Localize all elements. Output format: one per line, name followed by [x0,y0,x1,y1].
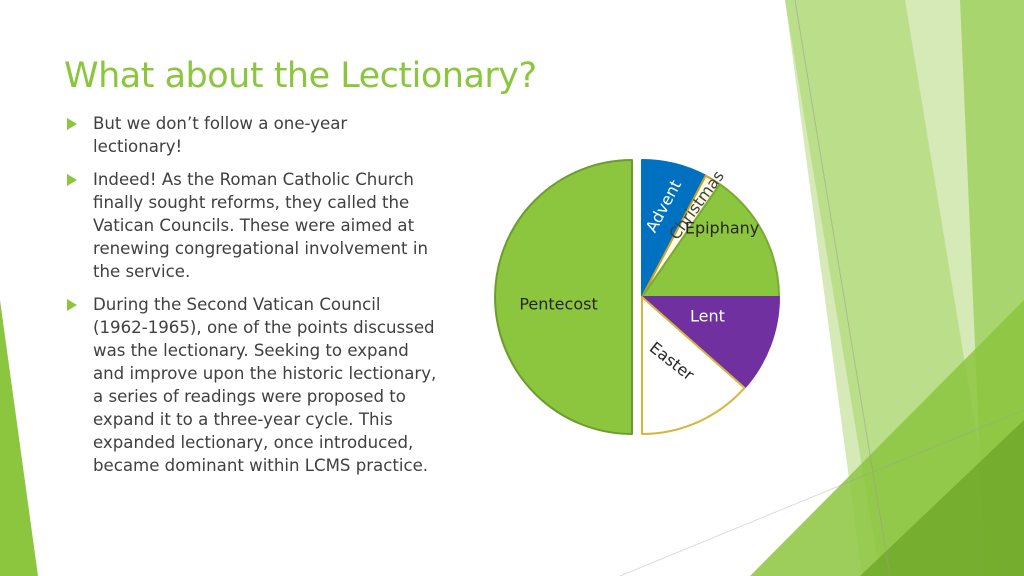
pie-slice-easter [641,296,746,435]
bullet-text: During the Second Vatican Council (1962-… [93,295,437,475]
pie-chart: AdventChristmasEpiphanyLentEasterPenteco… [494,159,780,435]
green-corner-dark [860,420,1024,576]
bullet-arrow-icon [67,299,77,311]
bullet-text: But we don’t follow a one-year lectionar… [93,114,348,156]
slide-title: What about the Lectionary? [64,56,537,96]
pie-slice-lent [641,296,780,389]
bullet-item: Indeed! As the Roman Catholic Church fin… [66,168,438,283]
pie-slice-pentecost [494,159,633,435]
bullet-text: Indeed! As the Roman Catholic Church fin… [93,170,428,281]
pie-label-epiphany: Epiphany [685,218,759,237]
left-corner-triangle [0,300,38,576]
bullet-item: During the Second Vatican Council (1962-… [66,293,438,477]
bullet-list: But we don’t follow a one-year lectionar… [66,112,438,487]
bullet-arrow-icon [67,118,77,130]
bullet-item: But we don’t follow a one-year lectionar… [66,112,438,158]
pie-label-lent: Lent [690,307,725,326]
pie-label-pentecost: Pentecost [519,295,597,314]
pie-slice-epiphany [641,183,780,298]
deco-line [794,0,891,576]
bullet-arrow-icon [67,174,77,186]
deco-line-2 [619,409,1024,576]
